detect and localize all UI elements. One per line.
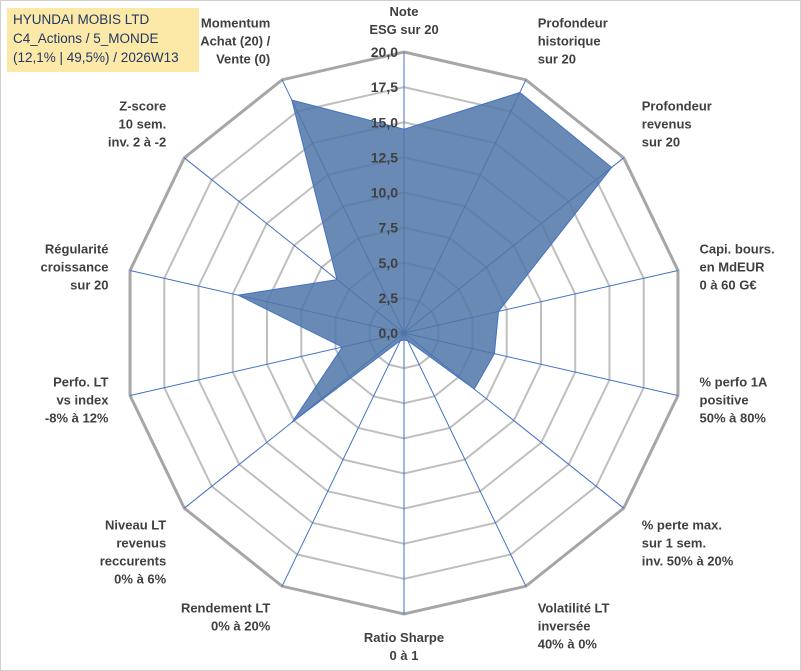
axis-label-1: Profondeur historique sur 20: [538, 16, 608, 67]
axis-label-line: 0 à 1: [390, 648, 419, 663]
tick-label-5: 12,5: [371, 149, 398, 165]
data-point-1: [519, 91, 521, 93]
axis-label-line: vs index: [56, 393, 109, 408]
axis-label-5: % perte max. sur 1 sem. inv. 50% à 20%: [642, 517, 734, 568]
axis-label-6: Volatilité LT inversée 40% à 0%: [538, 600, 610, 651]
axis-label-line: Rendement LT: [181, 600, 270, 615]
axis-label-line: ESG sur 20: [369, 22, 438, 37]
axis-label-line: 40% à 0%: [538, 636, 598, 651]
axis-label-line: Vente (0): [216, 52, 270, 67]
radar-axis-labels: Note ESG sur 20 Profondeur historique sur 20…: [41, 4, 775, 663]
axis-label-line: Note: [390, 4, 419, 19]
data-point-6: [407, 340, 409, 342]
axis-label-2: Profondeur revenus sur 20: [642, 99, 712, 150]
axis-label-line: croissance: [41, 259, 109, 274]
axis-label-12: Z-score 10 sem. inv. 2 à -2: [108, 99, 166, 150]
data-point-2: [611, 166, 613, 168]
axis-label-line: reccurents: [100, 553, 166, 568]
axis-label-line: Perfo. LT: [53, 375, 108, 390]
axis-label-line: inv. 50% à 20%: [642, 553, 734, 568]
data-point-12: [336, 279, 338, 281]
axis-label-3: Capi. bours. en MdEUR 0 à 60 G€: [700, 241, 775, 292]
data-point-7: [403, 339, 405, 341]
data-point-4: [493, 353, 495, 355]
axis-label-line: sur 20: [538, 52, 576, 67]
axis-label-8: Rendement LT 0% à 20%: [181, 600, 271, 633]
axis-label-line: inversée: [538, 618, 591, 633]
axis-label-line: en MdEUR: [700, 259, 766, 274]
data-point-10: [341, 346, 343, 348]
axis-label-line: revenus: [642, 117, 692, 132]
title-category: C4_Actions / 5_MONDE: [13, 31, 159, 46]
tick-label-8: 20,0: [371, 44, 398, 60]
data-point-11: [237, 294, 239, 296]
title-stats: (12,1% | 49,5%) / 2026W13: [13, 50, 179, 65]
axis-label-line: historique: [538, 34, 601, 49]
axis-label-line: Profondeur: [642, 99, 712, 114]
spoke-6: [403, 332, 527, 587]
axis-label-10: Perfo. LT vs index -8% à 12%: [45, 375, 109, 426]
title-box: HYUNDAI MOBIS LTD C4_Actions / 5_MONDE (…: [7, 8, 199, 72]
axis-label-line: inv. 2 à -2: [108, 135, 166, 150]
axis-label-line: % perte max.: [642, 517, 722, 532]
axis-label-line: 0 à 60 G€: [700, 277, 757, 292]
tick-label-3: 7,5: [379, 220, 399, 236]
radar-tick-labels: 0,0 2,5 5,0 7,5 10,0 12,5 15,0 17,5 20,0: [371, 44, 398, 341]
data-point-0: [403, 128, 405, 130]
axis-label-line: revenus: [116, 535, 166, 550]
tick-label-2: 5,0: [379, 255, 399, 271]
axis-label-line: sur 1 sem.: [642, 535, 706, 550]
axis-label-0: Note ESG sur 20: [369, 4, 438, 37]
radar-series: [236, 91, 613, 423]
axis-label-7: Ratio Sharpe 0 à 1: [364, 630, 444, 663]
tick-label-4: 10,0: [371, 185, 398, 201]
axis-label-line: Ratio Sharpe: [364, 630, 444, 645]
axis-label-9: Niveau LT revenus reccurents 0% à 6%: [100, 517, 167, 586]
axis-label-line: Achat (20) /: [200, 34, 270, 49]
axis-label-line: Capi. bours.: [700, 241, 775, 256]
axis-label-line: 10 sem.: [119, 117, 167, 132]
axis-label-line: sur 20: [70, 277, 108, 292]
axis-label-line: 0% à 20%: [211, 618, 271, 633]
axis-label-line: Niveau LT: [105, 517, 166, 532]
axis-label-line: Z-score: [119, 99, 166, 114]
axis-label-11: Régularité croissance sur 20: [41, 241, 109, 292]
axis-label-line: 50% à 80%: [700, 411, 767, 426]
axis-label-line: sur 20: [642, 135, 680, 150]
tick-label-1: 2,5: [379, 290, 399, 306]
tick-label-7: 17,5: [371, 79, 398, 95]
axis-label-line: Profondeur: [538, 16, 608, 31]
tick-label-6: 15,0: [371, 114, 398, 130]
title-company: HYUNDAI MOBIS LTD: [13, 12, 150, 27]
axis-label-line: -8% à 12%: [45, 411, 109, 426]
axis-label-13: Momentum Achat (20) / Vente (0): [200, 16, 270, 67]
axis-label-line: Régularité: [45, 241, 109, 256]
data-point-8: [399, 340, 401, 342]
tick-label-0: 0,0: [379, 325, 399, 341]
axis-label-line: Volatilité LT: [538, 600, 610, 615]
axis-label-line: % perfo 1A: [700, 375, 769, 390]
data-point-5: [473, 388, 475, 390]
axis-label-4: % perfo 1A positive 50% à 80%: [700, 375, 769, 426]
data-point-9: [291, 421, 293, 423]
axis-label-line: Momentum: [201, 16, 270, 31]
series-area: [236, 91, 613, 423]
axis-label-line: positive: [700, 393, 749, 408]
axis-label-line: 0% à 6%: [114, 571, 166, 586]
spoke-8: [281, 332, 405, 587]
data-point-3: [498, 310, 500, 312]
data-point-13: [291, 99, 293, 101]
